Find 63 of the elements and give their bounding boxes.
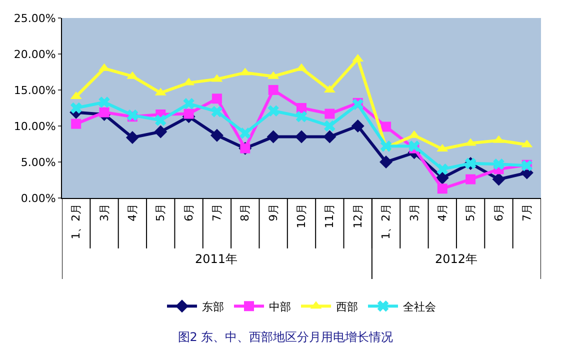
point xyxy=(184,108,194,119)
point xyxy=(437,184,448,194)
x-tick-label: 4月 xyxy=(126,203,140,222)
x-tick-label: 6月 xyxy=(492,203,506,222)
point xyxy=(99,107,110,118)
text: 2011年 xyxy=(195,252,238,266)
point xyxy=(295,130,308,144)
point xyxy=(324,108,335,119)
x-tick-label: 6月 xyxy=(182,203,196,222)
x-tick-label: 5月 xyxy=(154,203,168,222)
point xyxy=(98,96,110,108)
point xyxy=(212,94,222,104)
point xyxy=(70,102,82,114)
point xyxy=(183,98,194,110)
y-tick-label: 25.00% xyxy=(14,12,56,25)
y-tick-label: 15.00% xyxy=(14,84,56,97)
x-tick-label: 10月 xyxy=(295,203,308,228)
legend-label: 全社会 xyxy=(403,300,436,314)
point xyxy=(154,114,166,126)
point xyxy=(493,158,504,170)
point xyxy=(436,164,448,175)
x-tick-label: 1、2月 xyxy=(70,203,83,240)
point xyxy=(351,120,364,132)
point xyxy=(211,106,223,118)
y-tick-label: 20.00% xyxy=(14,48,56,61)
y-tick-label: 10.00% xyxy=(14,120,56,133)
point xyxy=(436,171,449,184)
point xyxy=(239,128,251,139)
y-tick-label: 5.00% xyxy=(20,156,56,169)
point xyxy=(71,118,82,129)
point xyxy=(266,130,280,144)
text: 2012年 xyxy=(435,252,478,266)
point xyxy=(380,156,393,168)
point xyxy=(408,140,420,152)
point xyxy=(466,174,476,184)
point xyxy=(492,172,506,186)
x-tick-label: 3月 xyxy=(98,203,111,222)
point xyxy=(126,131,139,144)
x-tick-label: 4月 xyxy=(436,203,449,222)
point xyxy=(296,110,308,122)
point xyxy=(352,98,364,110)
x-tick-label: 7月 xyxy=(520,203,534,222)
x-tick-label: 11月 xyxy=(323,203,336,228)
point xyxy=(323,130,336,144)
y-tick-label: 0.00% xyxy=(20,192,56,205)
legend-label: 西部 xyxy=(336,300,358,314)
x-tick-label: 7月 xyxy=(210,203,224,222)
x-tick-label: 8月 xyxy=(238,203,252,222)
point xyxy=(381,122,392,132)
point xyxy=(210,128,224,142)
point xyxy=(324,120,336,132)
point xyxy=(268,105,279,117)
x-tick-label: 5月 xyxy=(464,203,478,222)
x-tick-label: 3月 xyxy=(408,203,421,222)
legend-label: 东部 xyxy=(202,300,224,314)
x-tick-label: 9月 xyxy=(266,203,280,222)
x-tick-label: 12月 xyxy=(351,203,364,228)
point xyxy=(268,85,278,95)
point xyxy=(154,125,168,138)
point xyxy=(296,103,306,113)
x-tick-label: 1、2月 xyxy=(380,203,393,240)
text: 图2 东、中、西部地区分月用电增长情况 xyxy=(178,330,394,344)
legend-label: 中部 xyxy=(269,300,291,314)
